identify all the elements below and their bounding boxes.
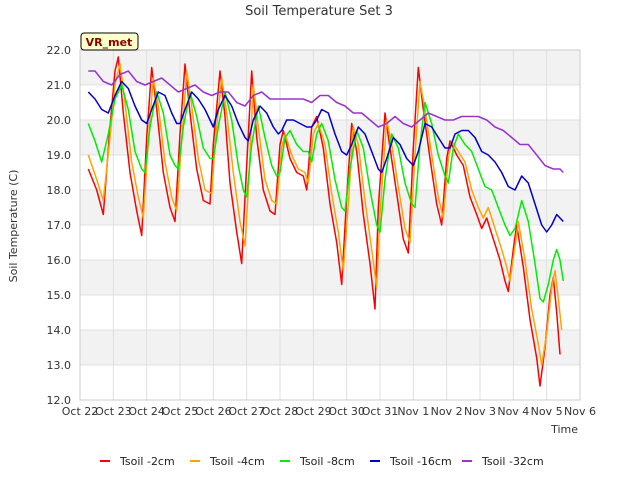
- station-badge-label: VR_met: [86, 36, 133, 49]
- x-tick-label: Nov 3: [464, 405, 496, 418]
- legend-label: Tsoil -2cm: [119, 455, 175, 468]
- series-line-tsoil-16cm: [87, 80, 564, 233]
- y-tick-label: 21.0: [47, 79, 72, 92]
- background-band: [80, 365, 580, 400]
- y-tick-label: 15.0: [47, 289, 72, 302]
- x-tick-label: Nov 1: [397, 405, 429, 418]
- legend-label: Tsoil -16cm: [389, 455, 452, 468]
- background-band: [80, 260, 580, 295]
- x-tick-label: Oct 25: [162, 405, 199, 418]
- x-tick-label: Oct 23: [95, 405, 132, 418]
- x-tick-label: Nov 2: [431, 405, 463, 418]
- legend-label: Tsoil -4cm: [209, 455, 265, 468]
- y-tick-labels: 12.0 13.0 14.0 15.0 16.0 17.0 18.0 19.0 20.0 21.0…: [47, 44, 72, 407]
- y-tick-label: 12.0: [47, 394, 72, 407]
- chart-title: Soil Temperature Set 3: [245, 4, 393, 19]
- plot-frame: [79, 49, 581, 401]
- background-band: [80, 50, 580, 85]
- y-axis-label: Soil Temperature (C): [7, 170, 20, 283]
- station-badge: VR_met: [80, 32, 139, 51]
- legend-label: Tsoil -32cm: [481, 455, 544, 468]
- x-tick-label: Oct 31: [362, 405, 399, 418]
- x-tick-label: Oct 28: [262, 405, 299, 418]
- y-tick-label: 14.0: [47, 324, 72, 337]
- y-tick-label: 18.0: [47, 184, 72, 197]
- y-tick-label: 17.0: [47, 219, 72, 232]
- x-tick-label: Nov 6: [564, 405, 596, 418]
- x-tick-label: Oct 22: [62, 405, 99, 418]
- y-tick-label: 20.0: [47, 114, 72, 127]
- x-tick-label: Oct 27: [228, 405, 265, 418]
- background-band: [80, 225, 580, 260]
- station-badge-box: [80, 32, 139, 51]
- y-tick-label: 19.0: [47, 149, 72, 162]
- background-band: [80, 330, 580, 365]
- y-tick-label: 16.0: [47, 254, 72, 267]
- background-band: [80, 295, 580, 330]
- x-tick-label: Nov 5: [531, 405, 563, 418]
- x-axis-label: Time: [550, 423, 578, 436]
- x-tick-label: Nov 4: [497, 405, 529, 418]
- x-tick-label: Oct 24: [128, 405, 165, 418]
- y-tick-label: 22.0: [47, 44, 72, 57]
- series-line-tsoil-2cm: [87, 56, 561, 387]
- x-tick-label: Oct 30: [328, 405, 365, 418]
- x-tick-label: Oct 29: [295, 405, 332, 418]
- series-line-tsoil-4cm: [87, 63, 563, 366]
- x-tick-label: Oct 26: [195, 405, 232, 418]
- legend-label: Tsoil -8cm: [299, 455, 355, 468]
- series-line-tsoil-32cm: [88, 70, 564, 174]
- series-line-tsoil-8cm: [87, 84, 565, 303]
- legend: Tsoil -2cm Tsoil -4cm Tsoil -8cm Tsoil -16c…: [100, 455, 544, 468]
- y-tick-label: 13.0: [47, 359, 72, 372]
- series-lines: [87, 56, 565, 387]
